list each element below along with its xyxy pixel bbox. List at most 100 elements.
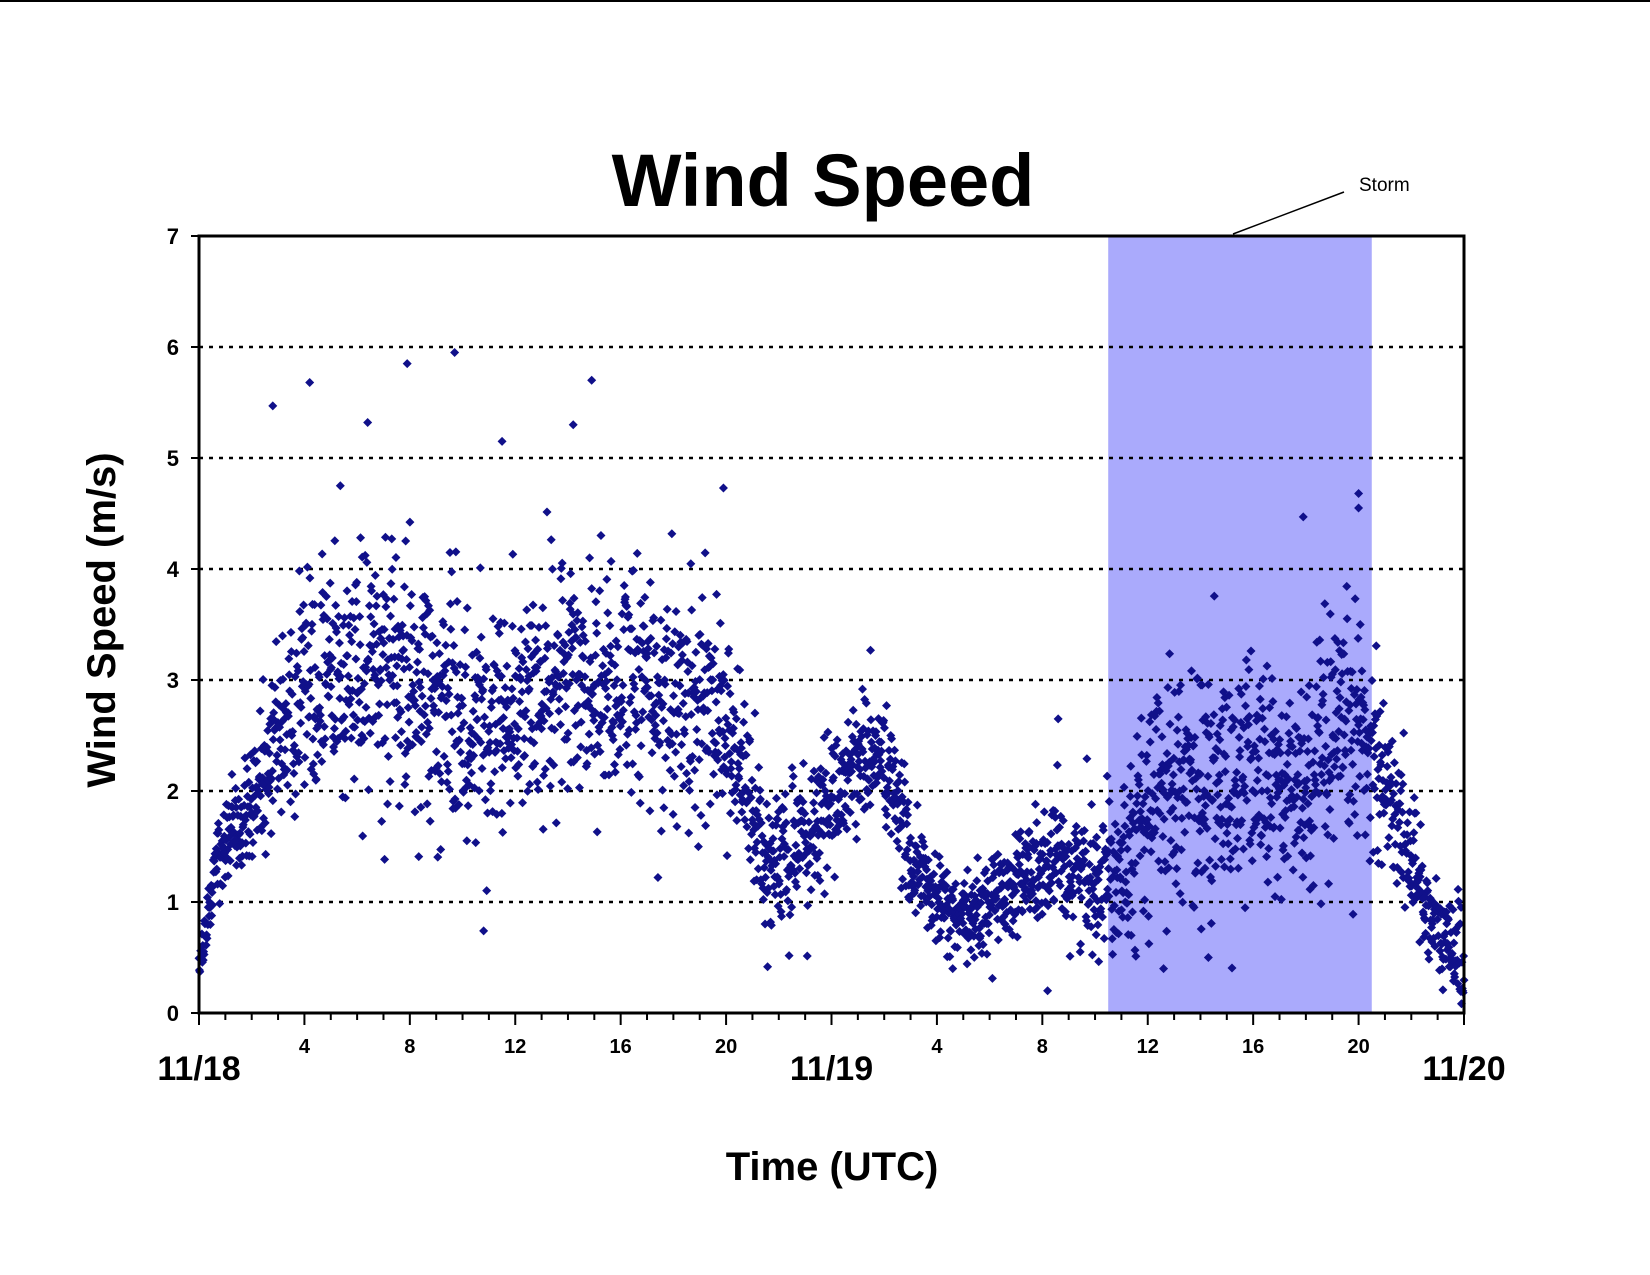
data-point <box>205 919 215 929</box>
data-point <box>484 747 494 757</box>
data-point <box>1098 825 1108 835</box>
data-point <box>659 803 669 813</box>
data-point <box>547 564 557 574</box>
data-point <box>816 764 826 774</box>
data-point <box>1375 707 1385 717</box>
data-point <box>1282 759 1292 769</box>
data-point <box>626 787 636 797</box>
data-point <box>662 623 672 633</box>
data-point <box>1316 656 1326 666</box>
data-point <box>1295 746 1305 756</box>
data-point <box>1196 924 1206 934</box>
data-point <box>1192 673 1202 683</box>
data-point <box>303 641 313 651</box>
data-point <box>281 699 291 709</box>
data-point <box>401 536 411 546</box>
data-point <box>636 741 646 751</box>
data-point <box>819 732 829 742</box>
data-point <box>416 737 426 747</box>
data-point <box>1440 928 1450 938</box>
data-point <box>521 665 531 675</box>
data-point <box>683 688 693 698</box>
data-point <box>533 785 543 795</box>
data-point <box>520 637 530 647</box>
data-point <box>342 651 352 661</box>
data-point <box>283 780 293 790</box>
data-point <box>207 900 217 910</box>
data-point <box>381 602 391 612</box>
data-point <box>1303 799 1313 809</box>
data-point <box>747 775 757 785</box>
data-point <box>291 789 301 799</box>
data-point <box>447 567 457 577</box>
data-point <box>1151 794 1161 804</box>
data-point <box>343 671 353 681</box>
data-point <box>291 648 301 658</box>
data-point <box>1193 858 1203 868</box>
data-point <box>624 725 634 735</box>
data-point <box>866 737 876 747</box>
data-point <box>1235 752 1245 762</box>
data-point <box>434 649 444 659</box>
data-point <box>984 928 994 938</box>
data-point <box>1325 609 1335 619</box>
gridlines <box>199 345 1464 904</box>
data-point <box>359 734 369 744</box>
data-point <box>1280 812 1290 822</box>
data-point <box>782 885 792 895</box>
data-point <box>734 774 744 784</box>
data-point <box>352 577 362 587</box>
data-point <box>507 740 517 750</box>
data-point <box>1351 782 1361 792</box>
data-point <box>1408 835 1418 845</box>
data-point <box>890 745 900 755</box>
data-point <box>984 910 994 920</box>
data-point <box>1054 822 1064 832</box>
data-point <box>675 630 685 640</box>
data-point <box>1114 855 1124 865</box>
x-hour-tick-label: 8 <box>1037 1036 1048 1058</box>
data-point <box>815 876 825 886</box>
data-point <box>899 759 909 769</box>
data-point <box>1288 865 1298 875</box>
data-point <box>636 715 646 725</box>
data-point <box>418 623 428 633</box>
data-point <box>422 799 432 809</box>
data-point <box>708 675 718 685</box>
data-point <box>1117 838 1127 848</box>
data-point <box>1209 710 1219 720</box>
data-point <box>479 721 489 731</box>
data-point <box>307 619 317 629</box>
data-point <box>666 648 676 658</box>
data-point <box>290 812 300 822</box>
data-point <box>500 683 510 693</box>
data-point <box>1409 793 1419 803</box>
data-point <box>1293 770 1303 780</box>
data-point <box>491 745 501 755</box>
data-point <box>1394 817 1404 827</box>
data-point <box>311 774 321 784</box>
data-point <box>215 899 225 909</box>
data-point <box>991 894 1001 904</box>
data-point <box>1205 855 1215 865</box>
data-point <box>903 810 913 820</box>
data-point <box>632 548 642 558</box>
data-point <box>1042 837 1052 847</box>
data-point <box>832 735 842 745</box>
data-point <box>669 771 679 781</box>
data-point <box>267 774 277 784</box>
data-point <box>1135 851 1145 861</box>
data-point <box>439 751 449 761</box>
data-point <box>576 717 586 727</box>
data-point <box>1031 838 1041 848</box>
data-point <box>680 729 690 739</box>
data-point <box>554 694 564 704</box>
data-point <box>1350 594 1360 604</box>
data-point <box>735 665 745 675</box>
data-point <box>851 819 861 829</box>
data-point <box>1247 856 1257 866</box>
data-point <box>739 717 749 727</box>
data-point <box>1416 820 1426 830</box>
data-point <box>785 910 795 920</box>
data-point <box>1389 758 1399 768</box>
